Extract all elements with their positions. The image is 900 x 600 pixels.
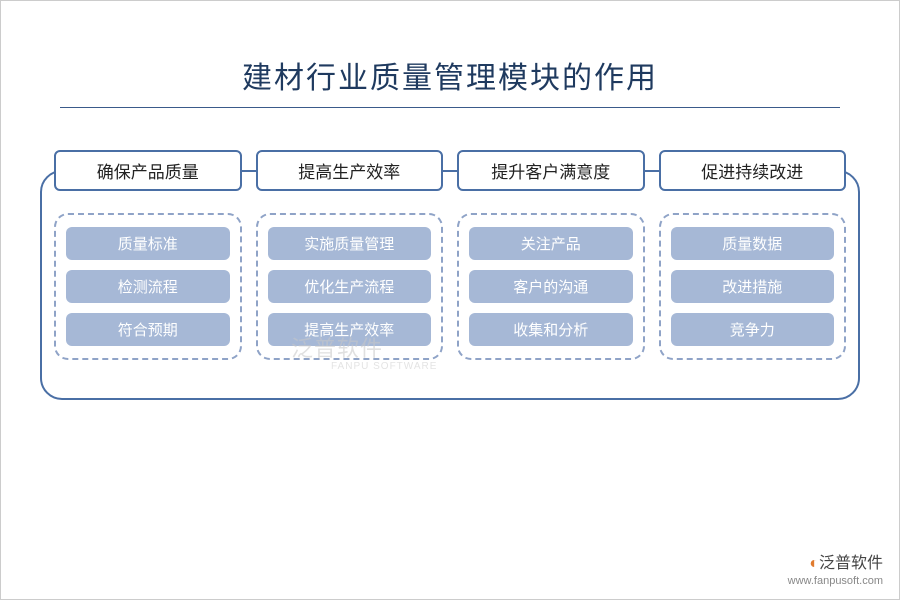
footer-logo: ◐泛普软件 www.fanpusoft.com — [788, 549, 883, 587]
column-items-group: 质量数据 改进措施 竞争力 — [659, 213, 847, 360]
item-box: 客户的沟通 — [469, 270, 633, 303]
column-3: 提升客户满意度 关注产品 客户的沟通 收集和分析 — [457, 150, 645, 360]
item-box: 收集和分析 — [469, 313, 633, 346]
item-box: 竞争力 — [671, 313, 835, 346]
column-items-group: 关注产品 客户的沟通 收集和分析 — [457, 213, 645, 360]
brand-suffix: 软件 — [851, 555, 883, 572]
item-box: 检测流程 — [66, 270, 230, 303]
item-box: 关注产品 — [469, 227, 633, 260]
item-box: 改进措施 — [671, 270, 835, 303]
column-items-group: 质量标准 检测流程 符合预期 — [54, 213, 242, 360]
brand-prefix: 泛普 — [819, 555, 851, 572]
column-items-group: 实施质量管理 优化生产流程 提高生产效率 — [256, 213, 444, 360]
item-box: 优化生产流程 — [268, 270, 432, 303]
footer-brand: ◐泛普软件 — [788, 549, 883, 573]
column-4: 促进持续改进 质量数据 改进措施 竞争力 — [659, 150, 847, 360]
footer-url: www.fanpusoft.com — [788, 575, 883, 587]
item-box: 质量数据 — [671, 227, 835, 260]
item-box: 符合预期 — [66, 313, 230, 346]
item-box: 质量标准 — [66, 227, 230, 260]
diagram-wrap: 确保产品质量 质量标准 检测流程 符合预期 提高生产效率 实施质量管理 优化生产… — [40, 150, 860, 360]
column-header: 促进持续改进 — [659, 150, 847, 191]
column-header: 提升客户满意度 — [457, 150, 645, 191]
item-box: 提高生产效率 — [268, 313, 432, 346]
globe-icon: ◐ — [809, 555, 819, 572]
column-header: 提高生产效率 — [256, 150, 444, 191]
item-box: 实施质量管理 — [268, 227, 432, 260]
column-1: 确保产品质量 质量标准 检测流程 符合预期 — [54, 150, 242, 360]
columns-row: 确保产品质量 质量标准 检测流程 符合预期 提高生产效率 实施质量管理 优化生产… — [40, 150, 860, 360]
page-title: 建材行业质量管理模块的作用 — [1, 53, 899, 97]
column-2: 提高生产效率 实施质量管理 优化生产流程 提高生产效率 — [256, 150, 444, 360]
title-underline — [60, 107, 840, 108]
column-header: 确保产品质量 — [54, 150, 242, 191]
